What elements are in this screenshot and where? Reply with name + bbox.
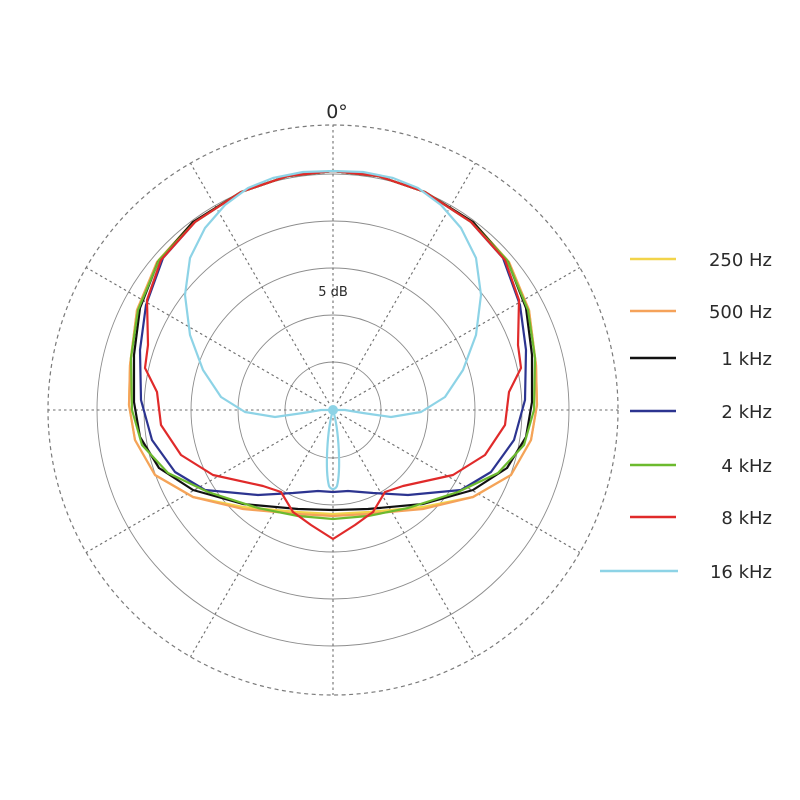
series-16-khz-curve [183,169,483,491]
legend-item-16-khz: 16 kHz [600,562,772,583]
legend-item-2-khz: 2 kHz [630,402,772,423]
grid-spoke-240 [85,413,327,553]
grid-ring-2 [237,314,429,506]
series-8-khz-curve [143,169,523,541]
polar-curves [127,169,539,541]
grid-spoke-120 [339,413,581,553]
grid-spoke-150 [336,416,476,658]
ring-label-5db: 5 dB [318,285,348,300]
grid-spoke-60 [339,267,581,407]
legend-label-4-khz: 4 kHz [721,456,772,477]
legend-item-8-khz: 8 kHz [630,508,772,529]
grid-spoke-300 [85,267,327,407]
legend-label-16-khz: 16 kHz [710,562,772,583]
legend-item-500-hz: 500 Hz [630,302,772,323]
legend: 250 Hz 500 Hz 1 kHz 2 kHz 4 kHz 8 kHz 16 kHz [600,250,772,583]
legend-item-1-khz: 1 kHz [630,349,772,370]
angle-label-0deg: 0° [326,101,348,123]
legend-item-4-khz: 4 kHz [630,456,772,477]
grid-spoke-210 [190,416,330,658]
legend-item-250-hz: 250 Hz [630,250,772,271]
grid-spoke-30 [336,162,476,404]
legend-label-500-hz: 500 Hz [709,302,772,323]
legend-label-8-khz: 8 kHz [721,508,772,529]
grid-spoke-330 [190,162,330,404]
series-4-khz-curve [129,169,537,521]
legend-label-1-khz: 1 kHz [721,349,772,370]
legend-label-2-khz: 2 kHz [721,402,772,423]
legend-label-250-hz: 250 Hz [709,250,772,271]
